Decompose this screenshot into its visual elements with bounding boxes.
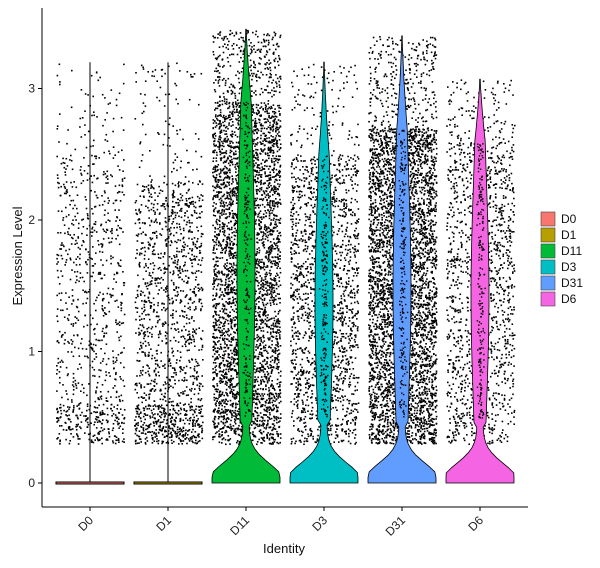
x-tick-label: D6 — [465, 513, 486, 534]
legend-item-D11: D11 — [540, 243, 582, 259]
violins — [55, 28, 515, 485]
legend-label: D0 — [561, 212, 577, 226]
legend-label: D3 — [561, 260, 577, 274]
violin-D31 — [367, 35, 437, 484]
points-D3 — [290, 63, 360, 446]
violin-body-D0 — [55, 481, 125, 485]
violin-body-D31 — [367, 35, 437, 484]
x-tick-label: D1 — [153, 513, 174, 534]
legend-label: D11 — [561, 244, 582, 258]
y-tick-label: 2 — [28, 213, 35, 227]
y-axis-title: Expression Level — [10, 206, 25, 305]
x-tick-label: D31 — [383, 513, 409, 539]
x-axis-title: Identity — [263, 541, 305, 556]
violin-D6 — [445, 78, 515, 484]
violin-body-D6 — [445, 78, 515, 484]
legend-label: D6 — [561, 292, 577, 306]
legend-swatch — [540, 275, 556, 291]
points-D1 — [134, 62, 204, 445]
violin-D1 — [133, 62, 203, 485]
violin-points-D6 — [476, 143, 486, 419]
legend-item-D6: D6 — [540, 291, 577, 307]
violin-body-D3 — [289, 61, 359, 484]
legend-label: D1 — [561, 228, 577, 242]
y-tick-label: 1 — [28, 345, 35, 359]
legend-swatch — [540, 211, 556, 227]
violin-points-D31 — [396, 129, 409, 418]
legend: D0 D1 D11 D3 D31 D6 — [540, 211, 583, 307]
jitter-points — [56, 29, 516, 446]
legend-item-D31: D31 — [540, 275, 583, 291]
y-tick-label: 0 — [28, 476, 35, 490]
legend-item-D1: D1 — [540, 227, 577, 243]
legend-item-D0: D0 — [540, 211, 577, 227]
legend-swatch — [540, 227, 556, 243]
violin-D0 — [55, 62, 125, 485]
legend-label: D31 — [561, 276, 583, 290]
legend-swatch — [540, 291, 556, 307]
legend-item-D3: D3 — [540, 259, 577, 275]
x-tick-label: D3 — [309, 513, 330, 534]
violin-D11 — [211, 28, 281, 484]
violin-points-D11 — [241, 101, 252, 417]
legend-swatch — [540, 243, 556, 259]
violin-body-D1 — [133, 481, 203, 485]
violin-body-D11 — [211, 28, 281, 484]
points-D0 — [56, 63, 126, 445]
legend-swatch — [540, 259, 556, 275]
violin-D3 — [289, 61, 359, 484]
x-tick-label: D0 — [75, 513, 96, 534]
x-tick-label: D11 — [227, 513, 252, 538]
violin-points-D3 — [318, 155, 330, 418]
y-tick-label: 3 — [28, 82, 35, 96]
